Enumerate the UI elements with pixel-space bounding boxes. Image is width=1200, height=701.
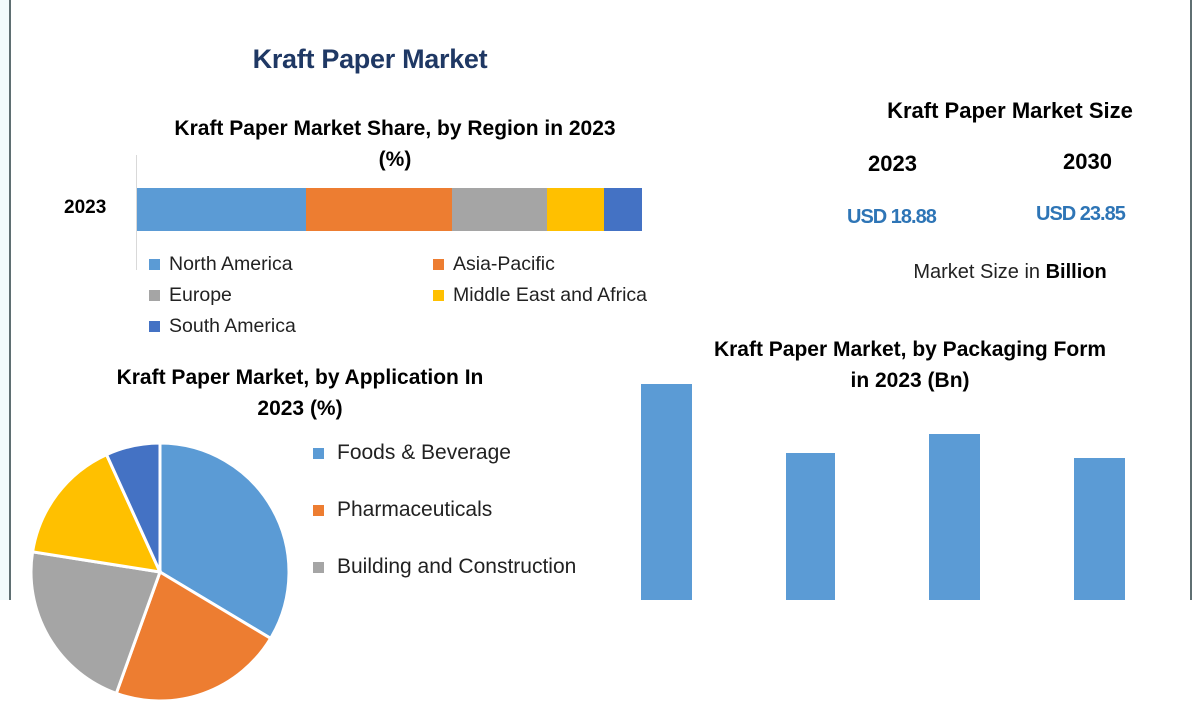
packaging-bar <box>641 384 692 600</box>
legend-swatch-icon <box>313 504 324 516</box>
application-chart-title-line1: Kraft Paper Market, by Application In <box>116 366 484 389</box>
region-chart-title: Kraft Paper Market Share, by Region in 2… <box>130 113 660 175</box>
region-chart-title-line2: (%) <box>378 148 412 171</box>
packaging-bar <box>929 434 980 600</box>
legend-swatch-icon <box>433 289 444 301</box>
legend-item-europe: Europe <box>149 283 296 307</box>
legend-swatch-icon <box>433 258 444 270</box>
market-size-note: Market Size in Billion <box>820 261 1200 284</box>
application-chart-title: Kraft Paper Market, by Application In 20… <box>70 362 530 424</box>
market-size-title: Kraft Paper Market Size <box>887 98 1133 123</box>
legend-swatch-icon <box>313 447 324 459</box>
region-year-label: 2023 <box>64 197 107 218</box>
legend-item-building-construction: Building and Construction <box>313 553 576 581</box>
packaging-chart-title-line1: Kraft Paper Market, by Packaging Form <box>713 338 1107 361</box>
packaging-chart-title-line2: in 2023 (Bn) <box>850 369 970 392</box>
legend-item-pharmaceuticals: Pharmaceuticals <box>313 496 576 524</box>
market-size-note-unit: Billion <box>1045 261 1107 283</box>
application-chart-title-line2: 2023 (%) <box>257 397 343 420</box>
bar-segment <box>547 188 605 231</box>
legend-label: Europe <box>169 283 232 306</box>
market-size-year-2030: 2030 <box>1063 149 1112 174</box>
packaging-chart-title: Kraft Paper Market, by Packaging Form in… <box>660 334 1160 396</box>
bar-segment <box>305 188 453 231</box>
packaging-bar <box>1074 458 1125 600</box>
pie-slice <box>31 452 163 574</box>
market-size-value-2030: USD 23.85 <box>1036 203 1126 225</box>
application-pie-chart <box>31 443 289 701</box>
pie-slice <box>104 443 162 573</box>
bar-segment <box>452 188 548 231</box>
frame-border-left <box>9 0 11 600</box>
region-legend-col2: Asia-Pacific Middle East and Africa <box>433 252 647 307</box>
legend-item-south-america: South America <box>149 314 296 338</box>
region-chart-title-line1: Kraft Paper Market Share, by Region in 2… <box>174 117 616 140</box>
legend-swatch-icon <box>313 561 324 573</box>
legend-label: North America <box>169 252 293 275</box>
legend-item-middle-east-africa: Middle East and Africa <box>433 283 647 307</box>
legend-label: Pharmaceuticals <box>337 498 493 521</box>
legend-item-asia-pacific: Asia-Pacific <box>433 252 647 276</box>
market-size-note-text: Market Size in <box>913 261 1046 283</box>
legend-swatch-icon <box>149 320 160 332</box>
frame-border-right <box>1190 0 1192 600</box>
application-legend: Foods & Beverage Pharmaceuticals Buildin… <box>313 439 576 581</box>
legend-swatch-icon <box>149 258 160 270</box>
legend-item-north-america: North America <box>149 252 296 276</box>
legend-label: Building and Construction <box>337 555 577 578</box>
region-axis-line <box>136 155 137 270</box>
page-title: Kraft Paper Market <box>252 44 488 74</box>
bar-segment <box>137 188 306 231</box>
packaging-bar <box>786 453 835 600</box>
legend-swatch-icon <box>149 289 160 301</box>
legend-label: Asia-Pacific <box>453 252 555 275</box>
legend-label: South America <box>169 314 296 337</box>
legend-label: Middle East and Africa <box>453 283 648 306</box>
region-legend-col1: North America Europe South America <box>149 252 296 338</box>
market-size-value-2023: USD 18.88 <box>847 206 937 228</box>
legend-label: Foods & Beverage <box>337 441 511 464</box>
legend-item-foods-beverage: Foods & Beverage <box>313 439 576 467</box>
market-size-year-2023: 2023 <box>868 151 917 176</box>
bar-segment <box>604 188 642 231</box>
frame-tint <box>0 0 9 600</box>
region-stacked-bar <box>137 188 642 231</box>
